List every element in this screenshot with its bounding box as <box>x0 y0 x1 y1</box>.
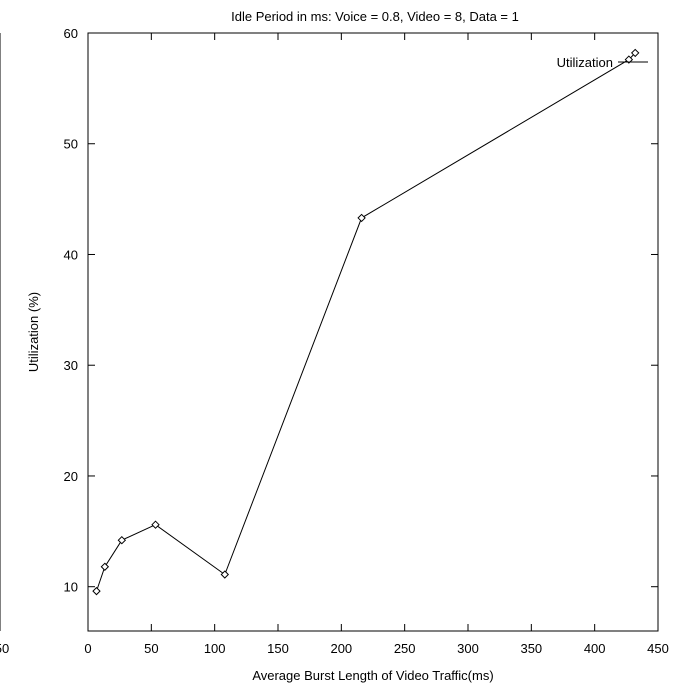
y-tick-label: 30 <box>64 358 78 373</box>
x-tick-label: 100 <box>204 641 226 656</box>
x-tick-label: 150 <box>267 641 289 656</box>
series-layer <box>92 48 640 596</box>
series-line-utilization <box>96 52 636 592</box>
y-axis-ticks: 10 20 30 40 50 60 <box>64 26 658 595</box>
legend-label: Utilization <box>557 55 613 70</box>
y-tick-label: 20 <box>64 469 78 484</box>
x-tick-label: 200 <box>330 641 352 656</box>
x-tick-label: 250 <box>394 641 416 656</box>
x-tick-label: 50 <box>144 641 158 656</box>
y-tick-label: 10 <box>64 580 78 595</box>
y-axis-label: Utilization (%) <box>26 292 41 372</box>
x-tick-label: 400 <box>584 641 606 656</box>
data-point-marker <box>92 586 101 596</box>
x-axis-ticks: 0 50 100 150 200 250 300 350 400 450 <box>84 33 669 656</box>
y-tick-label: 50 <box>64 137 78 152</box>
x-tick-label: 0 <box>84 641 91 656</box>
data-point-marker <box>117 535 127 545</box>
data-point-marker <box>630 48 640 58</box>
x-tick-label: 300 <box>457 641 479 656</box>
data-point-marker <box>151 520 160 529</box>
x-tick-label: 350 <box>520 641 542 656</box>
data-point-marker <box>624 55 634 64</box>
data-point-marker <box>357 213 366 223</box>
x-axis-label: Average Burst Length of Video Traffic(ms… <box>252 668 493 683</box>
plot-frame <box>87 32 659 632</box>
y-tick-label: 60 <box>64 26 78 41</box>
edge-left-tick-label: 50 <box>0 641 9 656</box>
chart-title: Idle Period in ms: Voice = 0.8, Video = … <box>231 9 519 24</box>
x-tick-label: 450 <box>647 641 669 656</box>
data-point-marker <box>220 570 230 579</box>
legend: Utilization <box>557 55 648 70</box>
y-tick-label: 40 <box>64 247 78 262</box>
data-point-marker <box>100 562 110 571</box>
